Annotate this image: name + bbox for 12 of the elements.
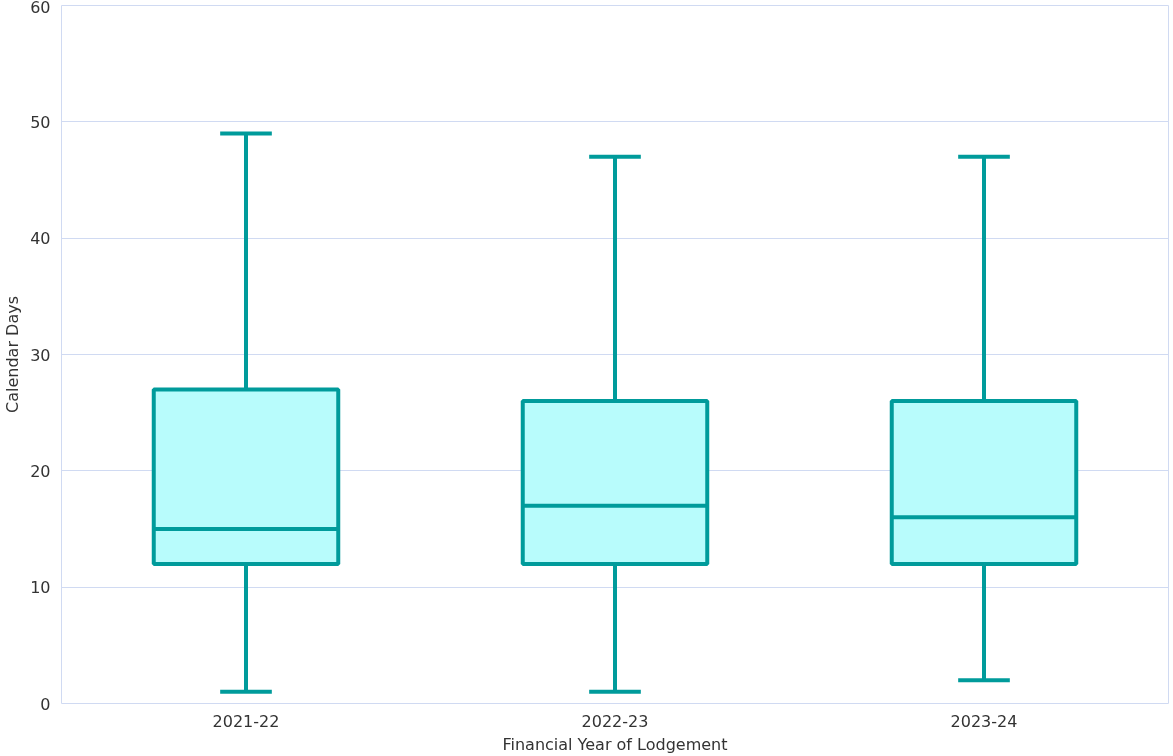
y-axis-title: Calendar Days: [3, 296, 23, 413]
y-tick-label: 20: [30, 461, 51, 481]
x-tick-label: 2021-22: [212, 711, 280, 731]
y-tick-label: 60: [30, 0, 51, 17]
x-tick-label: 2022-23: [581, 711, 649, 731]
y-tick-label: 10: [30, 578, 51, 598]
y-tick-label: 30: [30, 345, 51, 365]
y-tick-label: 50: [30, 112, 51, 132]
y-tick-label: 40: [30, 229, 51, 249]
y-tick-label: 0: [40, 694, 51, 714]
x-tick-label: 2023-24: [950, 711, 1018, 731]
x-axis-title: Financial Year of Lodgement: [502, 734, 728, 754]
